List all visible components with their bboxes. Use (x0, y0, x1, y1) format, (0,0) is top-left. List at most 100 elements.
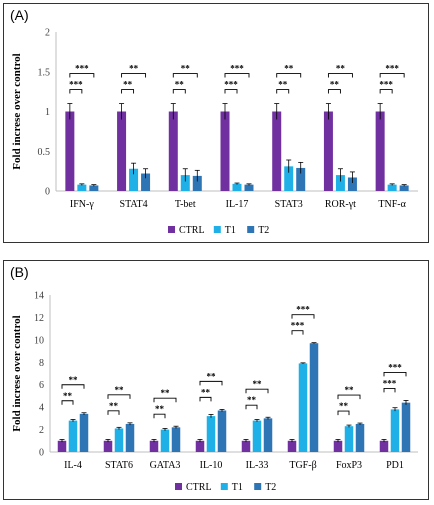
y-tick-label: 10 (34, 335, 44, 346)
significance-bracket (121, 89, 135, 94)
significance-label: ** (339, 401, 349, 411)
bar-t2 (192, 175, 202, 191)
x-tick-label: PD1 (386, 460, 404, 471)
significance-label: *** (69, 80, 83, 90)
significance-bracket (327, 89, 341, 94)
bar-ctrl (168, 111, 178, 191)
significance-bracket (337, 410, 350, 416)
bar-t1 (298, 363, 308, 452)
significance-bracket (199, 396, 212, 402)
significance-bracket (383, 387, 396, 393)
bar-ctrl (149, 440, 159, 452)
bar-t2 (399, 185, 409, 191)
bar-ctrl (65, 111, 75, 191)
bar-t1 (206, 416, 216, 452)
significance-bracket (224, 73, 250, 78)
bar-t1 (387, 184, 397, 191)
significance-bracket (121, 73, 147, 78)
significance-bracket (107, 394, 131, 399)
x-tick-label: GATA3 (150, 460, 181, 471)
bar-ctrl (375, 111, 385, 191)
bar-t1 (284, 166, 294, 191)
chart-a-svg: 0 0.5 1 1.5 2 Fold increse over control IFN-γ *… (11, 28, 418, 236)
legend-swatch-t1 (213, 226, 221, 233)
y-tick-label: 0 (45, 187, 50, 198)
x-tick-label: STAT4 (120, 199, 148, 210)
y-tick-label: 1 (45, 107, 50, 118)
bar-t2 (355, 423, 365, 452)
bar-t1 (252, 420, 262, 452)
legend-swatch-ctrl (168, 226, 175, 233)
y-tick-label: 0.5 (38, 147, 51, 158)
x-tick-label: T-bet (175, 199, 196, 210)
bar-ctrl (117, 111, 127, 191)
bar-t2 (217, 410, 227, 452)
bar-t1 (344, 426, 354, 452)
bar-ctrl (241, 440, 251, 452)
significance-label: ** (69, 375, 79, 385)
bar-ctrl (379, 440, 389, 452)
significance-label: ** (109, 401, 119, 411)
y-tick-label: 0 (39, 448, 44, 459)
legend-swatch-t2 (247, 226, 255, 233)
significance-bracket (199, 380, 223, 386)
bar-ctrl (57, 440, 67, 452)
x-tick-label: STAT6 (105, 460, 133, 471)
bar-t2 (171, 427, 181, 452)
significance-bracket (327, 73, 353, 78)
bar-t2 (244, 184, 254, 191)
x-tick-label: IL-10 (200, 460, 223, 471)
bar-ctrl (323, 111, 333, 191)
legend-swatch-t2 (254, 483, 262, 490)
significance-label: *** (291, 321, 305, 331)
y-tick-label: 8 (39, 358, 44, 369)
bar-t1 (114, 428, 124, 452)
significance-label: ** (181, 64, 191, 74)
significance-label: ** (201, 387, 211, 397)
significance-bracket (245, 404, 258, 410)
significance-bracket (224, 89, 238, 94)
significance-bracket (153, 397, 177, 403)
significance-bracket (383, 371, 407, 377)
significance-label: *** (75, 64, 89, 74)
significance-label: ** (63, 391, 73, 401)
significance-bracket (291, 314, 315, 319)
x-tick-label: TNF-α (378, 199, 406, 210)
y-tick-label: 14 (34, 291, 44, 302)
legend-label-t2: T2 (258, 225, 269, 236)
bar-t2 (347, 177, 357, 191)
significance-bracket (379, 73, 405, 78)
bar-t1 (335, 175, 345, 191)
y-tick-label: 6 (39, 380, 44, 391)
y-tick-label: 2 (39, 425, 44, 436)
x-tick-label: STAT3 (275, 199, 303, 210)
significance-label: ** (155, 404, 165, 414)
legend-label-t2: T2 (265, 482, 276, 493)
significance-label: *** (385, 64, 399, 74)
bar-ctrl (103, 440, 113, 452)
x-tick-label: IL-17 (226, 199, 249, 210)
significance-label: *** (296, 305, 310, 315)
bar-ctrl (272, 111, 282, 191)
significance-label: ** (129, 64, 139, 74)
panel-label-a: (A) (10, 7, 29, 23)
bar-t2 (125, 423, 135, 452)
bar-ctrl (333, 440, 343, 452)
significance-label: ** (115, 385, 125, 395)
significance-label: ** (330, 80, 340, 90)
legend-label-t1: T1 (225, 225, 236, 236)
x-tick-label: IL-4 (64, 460, 82, 471)
bar-t2 (89, 185, 99, 191)
significance-label: *** (224, 80, 238, 90)
significance-label: *** (230, 64, 244, 74)
bar-t2 (141, 173, 151, 191)
significance-label: ** (161, 388, 171, 398)
significance-label: ** (278, 80, 288, 90)
bar-t1 (160, 429, 170, 452)
significance-label: ** (336, 64, 346, 74)
x-tick-label: FoxP3 (336, 460, 362, 471)
bar-t1 (232, 183, 242, 191)
significance-label: ** (123, 80, 133, 90)
significance-label: ** (247, 395, 257, 405)
significance-bracket (276, 73, 302, 78)
